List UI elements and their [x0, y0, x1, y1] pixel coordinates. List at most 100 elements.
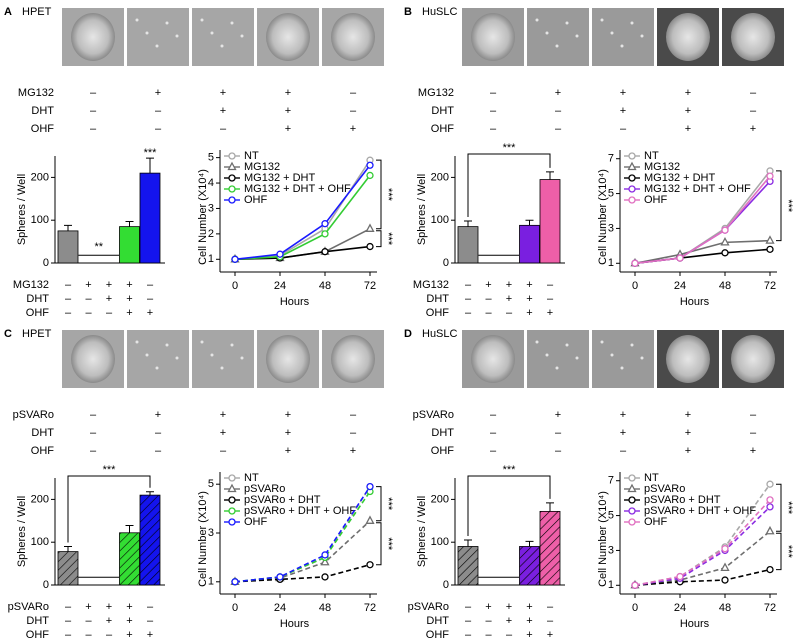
x-tick-label: 0 — [232, 280, 238, 292]
row-mark: – — [106, 629, 113, 641]
bracket — [376, 159, 382, 230]
row-mark: – — [490, 409, 497, 421]
significance: *** — [382, 497, 394, 511]
bracket — [776, 483, 782, 532]
row-mark: + — [285, 409, 291, 421]
row-mark: + — [126, 293, 132, 305]
x-tick-label: 24 — [274, 602, 286, 614]
legend-marker — [628, 152, 636, 160]
legend-marker — [228, 196, 236, 204]
marker — [366, 561, 374, 569]
marker — [766, 496, 774, 504]
significance: *** — [782, 199, 794, 213]
row-mark: + — [220, 427, 226, 439]
marker — [366, 171, 374, 180]
cell — [630, 21, 634, 25]
sphere — [331, 335, 375, 383]
marker — [766, 503, 774, 511]
marker — [721, 576, 729, 584]
legend-marker — [228, 174, 236, 182]
row-mark: + — [506, 279, 512, 291]
row-mark: – — [90, 123, 97, 135]
row-mark: – — [155, 445, 162, 457]
row-mark: + — [85, 601, 91, 613]
series-line — [234, 563, 371, 583]
cell — [165, 21, 169, 25]
row-mark: – — [85, 615, 92, 627]
row-mark: + — [526, 615, 532, 627]
row-mark: + — [685, 87, 691, 99]
row-mark: – — [620, 123, 627, 135]
row-label: OHF — [31, 445, 55, 457]
series-line — [234, 486, 371, 583]
row-mark: + — [620, 105, 626, 117]
panel-title: HuSLC — [422, 328, 458, 340]
legend-label: pSVARo — [644, 483, 685, 495]
row-mark: – — [555, 105, 562, 117]
legend-marker — [627, 483, 637, 493]
legend-marker — [628, 518, 636, 526]
marker — [766, 565, 774, 574]
row-mark: – — [155, 123, 162, 135]
legend-label: MG132 + DHT — [644, 172, 715, 184]
y-tick-label: 5 — [208, 478, 214, 490]
error-bar — [64, 224, 72, 231]
marker — [365, 223, 375, 232]
row-mark: + — [155, 409, 161, 421]
cell — [610, 31, 614, 35]
y-tick-label: 1 — [608, 257, 614, 269]
row-mark: – — [750, 409, 757, 421]
significance: *** — [144, 147, 158, 159]
cell — [175, 356, 179, 360]
row-mark: – — [490, 105, 497, 117]
cell — [155, 366, 159, 370]
row-mark: + — [126, 279, 132, 291]
significance: *** — [103, 464, 117, 476]
series-line — [234, 520, 371, 583]
row-mark: – — [350, 427, 357, 439]
panel-letter: B — [404, 6, 412, 18]
bracket — [376, 522, 382, 566]
row-mark: – — [506, 307, 513, 319]
cell — [220, 366, 224, 370]
row-mark: – — [465, 615, 472, 627]
legend-label: NT — [244, 150, 259, 162]
series-line — [634, 239, 771, 265]
y-tick-label: 5 — [608, 509, 614, 521]
micrograph — [592, 8, 654, 66]
bar-hatch — [58, 551, 78, 585]
row-mark: + — [485, 279, 491, 291]
marker — [276, 573, 284, 581]
cell — [230, 21, 234, 25]
series-line — [634, 506, 771, 587]
row-label: pSVARo — [408, 601, 449, 613]
row-mark: + — [285, 445, 291, 457]
row-label: OHF — [31, 123, 55, 135]
legend-label: pSVARo — [244, 483, 285, 495]
row-label: DHT — [431, 105, 454, 117]
row-mark: + — [506, 601, 512, 613]
bar — [57, 230, 79, 264]
marker — [321, 573, 329, 581]
row-mark: – — [555, 445, 562, 457]
row-mark: + — [526, 601, 532, 613]
legend-marker — [628, 496, 636, 504]
bracket — [776, 170, 782, 242]
row-mark: + — [685, 105, 691, 117]
row-label: OHF — [26, 307, 50, 319]
bracket — [67, 475, 151, 543]
marker — [721, 249, 729, 257]
bracket — [467, 153, 551, 218]
row-mark: + — [285, 105, 291, 117]
row-mark: – — [350, 87, 357, 99]
row-mark: + — [685, 123, 691, 135]
row-mark: – — [620, 445, 627, 457]
row-label: DHT — [426, 615, 449, 627]
cell — [600, 340, 604, 344]
bar — [519, 224, 540, 264]
legend-label: NT — [644, 150, 659, 162]
row-mark: + — [555, 87, 561, 99]
row-mark: – — [555, 123, 562, 135]
sphere — [71, 13, 115, 61]
series-line — [634, 530, 771, 587]
